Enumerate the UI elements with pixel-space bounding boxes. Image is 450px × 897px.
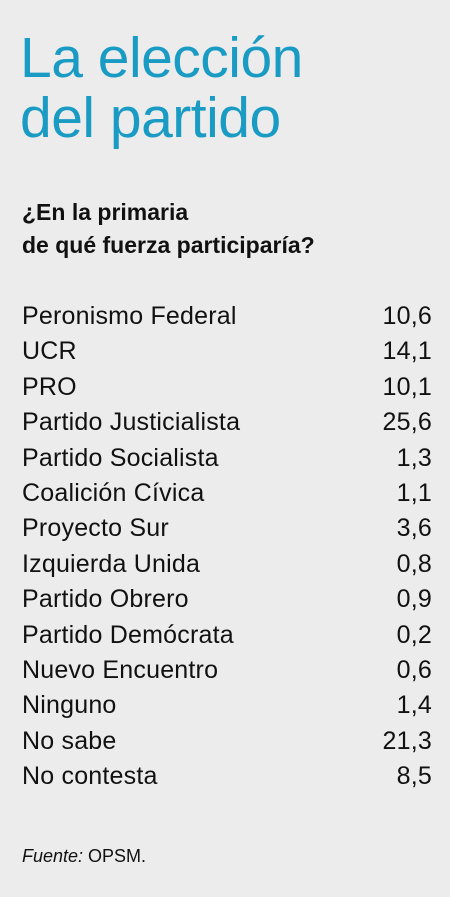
- chart-title-line-2: del partido: [20, 86, 281, 150]
- table-row: UCR 14,1: [22, 337, 432, 372]
- row-value: 21,3: [382, 726, 432, 755]
- source-label: Fuente:: [22, 846, 84, 866]
- chart-question-line-2: de qué fuerza participaría?: [22, 232, 315, 258]
- table-row: No sabe 21,3: [22, 727, 432, 762]
- row-value: 0,9: [396, 585, 432, 614]
- row-value: 25,6: [382, 408, 432, 437]
- chart-title-line-1: La elección: [20, 26, 303, 90]
- row-label: Nuevo Encuentro: [22, 655, 219, 684]
- table-row: PRO 10,1: [22, 373, 432, 408]
- row-value: 10,6: [382, 302, 432, 330]
- table-row: Partido Obrero 0,9: [22, 585, 432, 620]
- row-label: Peronismo Federal: [22, 302, 237, 330]
- row-label: Partido Demócrata: [22, 620, 234, 649]
- row-label: Partido Obrero: [22, 585, 189, 614]
- row-label: Proyecto Sur: [22, 514, 169, 543]
- row-value: 10,1: [382, 372, 432, 401]
- row-label: No sabe: [22, 726, 117, 755]
- table-row: Peronismo Federal 10,6: [22, 302, 432, 337]
- row-label: PRO: [22, 372, 77, 401]
- row-label: Ninguno: [22, 691, 117, 720]
- chart-question: ¿En la primaria de qué fuerza participar…: [22, 196, 432, 262]
- row-label: UCR: [22, 337, 77, 366]
- chart-title: La elección del partido: [20, 28, 440, 148]
- table-row: Izquierda Unida 0,8: [22, 550, 432, 585]
- results-table: Peronismo Federal 10,6 UCR 14,1 PRO 10,1 Parti…: [22, 302, 432, 797]
- table-row: Ninguno 1,4: [22, 691, 432, 726]
- row-value: 0,2: [396, 620, 432, 649]
- table-row: Partido Justicialista 25,6: [22, 408, 432, 443]
- row-value: 8,5: [396, 762, 432, 791]
- table-row: Nuevo Encuentro 0,6: [22, 656, 432, 691]
- row-value: 14,1: [382, 337, 432, 366]
- table-row: No contesta 8,5: [22, 762, 432, 797]
- row-label: No contesta: [22, 762, 158, 791]
- row-value: 1,4: [396, 691, 432, 720]
- row-value: 0,6: [396, 655, 432, 684]
- row-label: Partido Socialista: [22, 443, 219, 472]
- row-value: 1,3: [396, 443, 432, 472]
- table-row: Partido Socialista 1,3: [22, 444, 432, 479]
- row-label: Izquierda Unida: [22, 549, 201, 578]
- row-value: 3,6: [396, 514, 432, 543]
- source-text: OPSM.: [83, 846, 147, 866]
- table-row: Partido Demócrata 0,2: [22, 621, 432, 656]
- chart-question-line-1: ¿En la primaria: [22, 199, 189, 225]
- row-label: Coalición Cívica: [22, 478, 205, 507]
- row-label: Partido Justicialista: [22, 408, 241, 437]
- row-value: 0,8: [396, 549, 432, 578]
- table-row: Proyecto Sur 3,6: [22, 514, 432, 549]
- table-row: Coalición Cívica 1,1: [22, 479, 432, 514]
- source-note: Fuente: OPSM.: [22, 846, 146, 867]
- row-value: 1,1: [396, 478, 432, 507]
